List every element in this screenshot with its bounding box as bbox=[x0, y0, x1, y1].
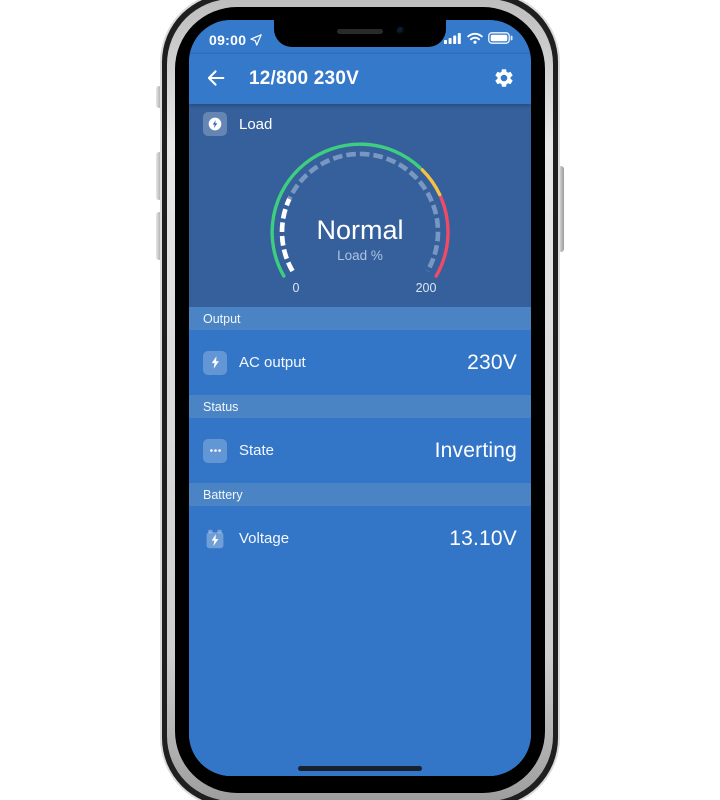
load-gauge-card: Load Normal Load % 0 200 bbox=[189, 104, 531, 307]
notch bbox=[274, 20, 446, 47]
gear-icon bbox=[493, 67, 515, 92]
gauge-status-text: Normal bbox=[316, 215, 403, 245]
lightning-bolt-icon bbox=[203, 350, 227, 375]
row-label: State bbox=[239, 442, 275, 459]
speaker-slot bbox=[337, 29, 383, 34]
home-indicator[interactable] bbox=[298, 766, 422, 771]
row-value: 230V bbox=[467, 350, 517, 374]
row-ac-output: AC output 230V bbox=[189, 330, 531, 395]
row-value: 13.10V bbox=[449, 526, 517, 550]
gauge-arc-green bbox=[270, 142, 422, 278]
section-header-battery: Battery bbox=[189, 483, 531, 506]
page-title: 12/800 230V bbox=[249, 68, 359, 89]
gauge-arc-yellow bbox=[420, 168, 442, 197]
load-gauge: Normal Load % 0 200 bbox=[270, 142, 450, 295]
bolt-circle-icon bbox=[203, 112, 227, 136]
row-state: State Inverting bbox=[189, 418, 531, 483]
screen-background bbox=[189, 571, 531, 776]
arrow-left-icon bbox=[205, 67, 227, 92]
battery-icon bbox=[488, 31, 513, 49]
power-button[interactable] bbox=[558, 166, 564, 252]
volume-down-button[interactable] bbox=[156, 212, 162, 260]
section-header-status: Status bbox=[189, 395, 531, 418]
gauge-unit-label: Load % bbox=[337, 248, 383, 263]
volume-up-button[interactable] bbox=[156, 152, 162, 200]
back-button[interactable] bbox=[205, 67, 227, 92]
section-header-label: Battery bbox=[203, 487, 243, 502]
app-header: 12/800 230V bbox=[189, 54, 531, 104]
section-header-label: Output bbox=[203, 311, 241, 326]
settings-button[interactable] bbox=[493, 67, 515, 92]
row-voltage: Voltage 13.10V bbox=[189, 506, 531, 571]
gauge-scale-min: 0 bbox=[293, 281, 300, 295]
row-label: AC output bbox=[239, 354, 306, 371]
battery-bolt-icon bbox=[203, 527, 227, 551]
signal-icon bbox=[444, 31, 462, 49]
gauge-ticks-active bbox=[279, 198, 295, 273]
app-screen: 09:00 bbox=[189, 20, 531, 776]
row-value: Inverting bbox=[434, 438, 517, 462]
gauge-card-title: Load bbox=[239, 115, 273, 133]
row-label: Voltage bbox=[239, 530, 290, 547]
gauge-arc-red bbox=[434, 195, 450, 278]
clock: 09:00 bbox=[209, 32, 247, 48]
wifi-icon bbox=[467, 31, 483, 49]
phone-frame: 09:00 bbox=[160, 0, 560, 800]
section-header-label: Status bbox=[203, 399, 239, 414]
gauge-scale-max: 200 bbox=[416, 281, 437, 295]
front-camera bbox=[397, 27, 404, 34]
mute-switch[interactable] bbox=[156, 86, 162, 108]
section-header-output: Output bbox=[189, 307, 531, 330]
location-icon bbox=[250, 34, 263, 46]
ellipsis-icon bbox=[203, 438, 227, 463]
